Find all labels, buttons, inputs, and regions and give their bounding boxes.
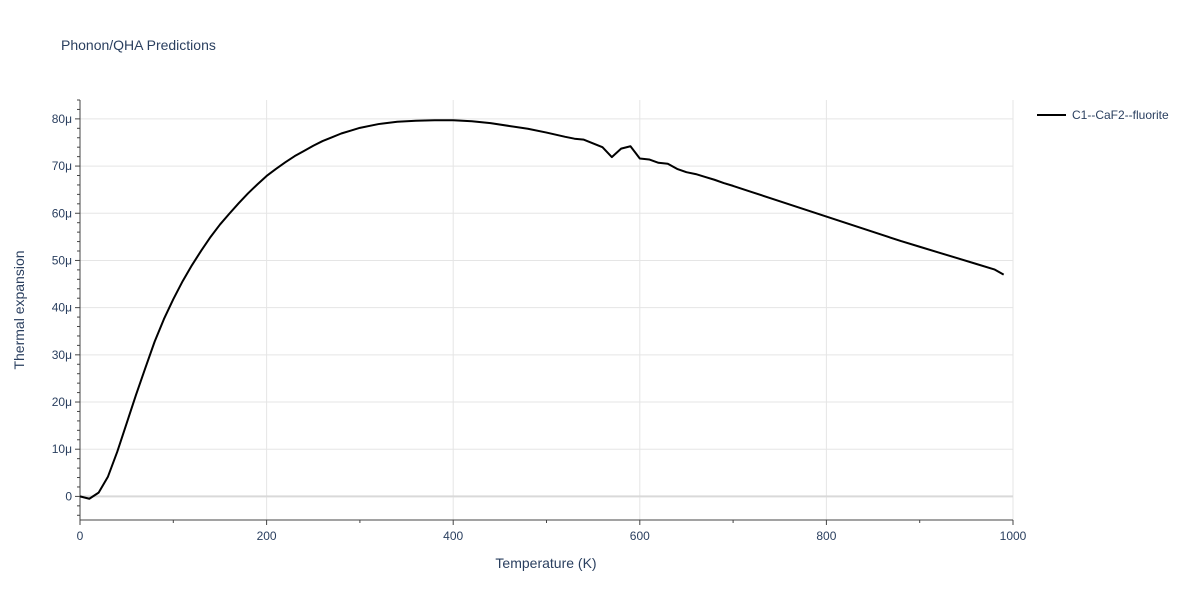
y-tick-label: 50μ (52, 253, 72, 267)
series-layer (79, 119, 1005, 500)
chart-title: Phonon/QHA Predictions (61, 37, 216, 53)
y-tick-label: 80μ (52, 112, 72, 126)
x-tick-label: 1000 (1000, 529, 1027, 543)
y-tick-label: 10μ (52, 442, 72, 456)
legend-label: C1--CaF2--fluorite (1072, 108, 1169, 122)
x-tick-label: 800 (816, 529, 836, 543)
y-tick-label: 40μ (52, 301, 72, 315)
x-tick-label: 200 (257, 529, 277, 543)
legend[interactable]: C1--CaF2--fluorite (1037, 108, 1169, 122)
y-tick-label: 70μ (52, 159, 72, 173)
series-line (79, 119, 1005, 500)
y-axis-title: Thermal expansion (11, 250, 27, 369)
y-tick-label: 20μ (52, 395, 72, 409)
axes-layer: 0 200 400 600 800 1000 0 10μ 20μ 30μ 40μ 50μ 60μ 70μ 8… (52, 99, 1027, 543)
y-tick-label: 0 (65, 489, 72, 503)
y-tick-label: 30μ (52, 348, 72, 362)
x-tick-label: 400 (443, 529, 463, 543)
x-axis-title: Temperature (K) (495, 555, 596, 571)
y-tick-label: 60μ (52, 206, 72, 220)
x-tick-label: 600 (630, 529, 650, 543)
x-tick-label: 0 (77, 529, 84, 543)
grid-layer (80, 100, 1014, 520)
